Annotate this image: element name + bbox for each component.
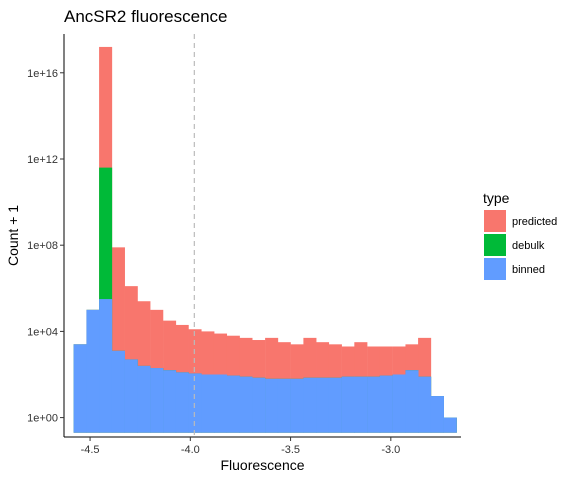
x-axis-title: Fluorescence xyxy=(220,457,304,473)
x-tick-label: -3.5 xyxy=(281,444,300,456)
binned-bar xyxy=(227,376,240,433)
legend-key-predicted xyxy=(484,210,506,232)
legend-label-predicted: predicted xyxy=(512,216,557,228)
binned-bar xyxy=(125,359,138,432)
binned-bar xyxy=(418,377,431,433)
y-tick-label: 1e+12 xyxy=(27,154,58,166)
x-tick-label: -4.0 xyxy=(181,444,200,456)
binned-bar xyxy=(342,377,355,433)
x-tick-label: -3.0 xyxy=(381,444,400,456)
binned-bar xyxy=(201,375,214,433)
binned-bar xyxy=(278,379,291,433)
binned-bar xyxy=(367,377,380,433)
chart-title: AncSR2 fluorescence xyxy=(64,7,227,26)
y-tick-label: 1e+08 xyxy=(27,240,58,252)
binned-bar xyxy=(214,375,227,433)
legend-key-binned xyxy=(484,258,506,280)
bars-group xyxy=(74,47,457,433)
binned-bar xyxy=(137,366,150,433)
legend-key-debulk xyxy=(484,234,506,256)
binned-bar xyxy=(176,372,189,432)
legend-title: type xyxy=(483,190,510,206)
binned-bar xyxy=(252,378,265,433)
y-tick-label: 1e+00 xyxy=(27,413,58,425)
binned-bar xyxy=(329,378,342,433)
binned-bar xyxy=(431,396,444,433)
binned-bar xyxy=(393,375,406,433)
legend-label-debulk: debulk xyxy=(512,240,545,252)
binned-bar xyxy=(112,351,125,433)
binned-bar xyxy=(354,377,367,433)
y-axis-title: Count + 1 xyxy=(5,205,21,266)
binned-bar xyxy=(74,344,87,432)
binned-bar xyxy=(303,378,316,433)
binned-bar xyxy=(265,379,278,433)
y-tick-label: 1e+04 xyxy=(27,326,58,338)
binned-bar xyxy=(316,378,329,433)
y-tick-label: 1e+16 xyxy=(27,68,58,80)
binned-bar xyxy=(405,370,418,433)
x-ticks-group: -4.5 -4.0 -3.5 -3.0 xyxy=(81,437,401,456)
binned-bar xyxy=(163,370,176,433)
legend: type predicted debulk binned xyxy=(483,190,557,280)
binned-bar xyxy=(380,376,393,433)
x-tick-label: -4.5 xyxy=(81,444,100,456)
binned-bar xyxy=(99,299,112,433)
binned-bar xyxy=(444,418,457,433)
binned-bar xyxy=(150,368,163,433)
binned-bar xyxy=(86,310,99,433)
binned-bar xyxy=(189,373,202,432)
legend-label-binned: binned xyxy=(512,264,545,276)
binned-bar xyxy=(291,379,304,433)
y-ticks-group: 1e+00 1e+04 1e+08 1e+12 1e+16 xyxy=(27,68,64,425)
binned-bar xyxy=(239,377,252,433)
